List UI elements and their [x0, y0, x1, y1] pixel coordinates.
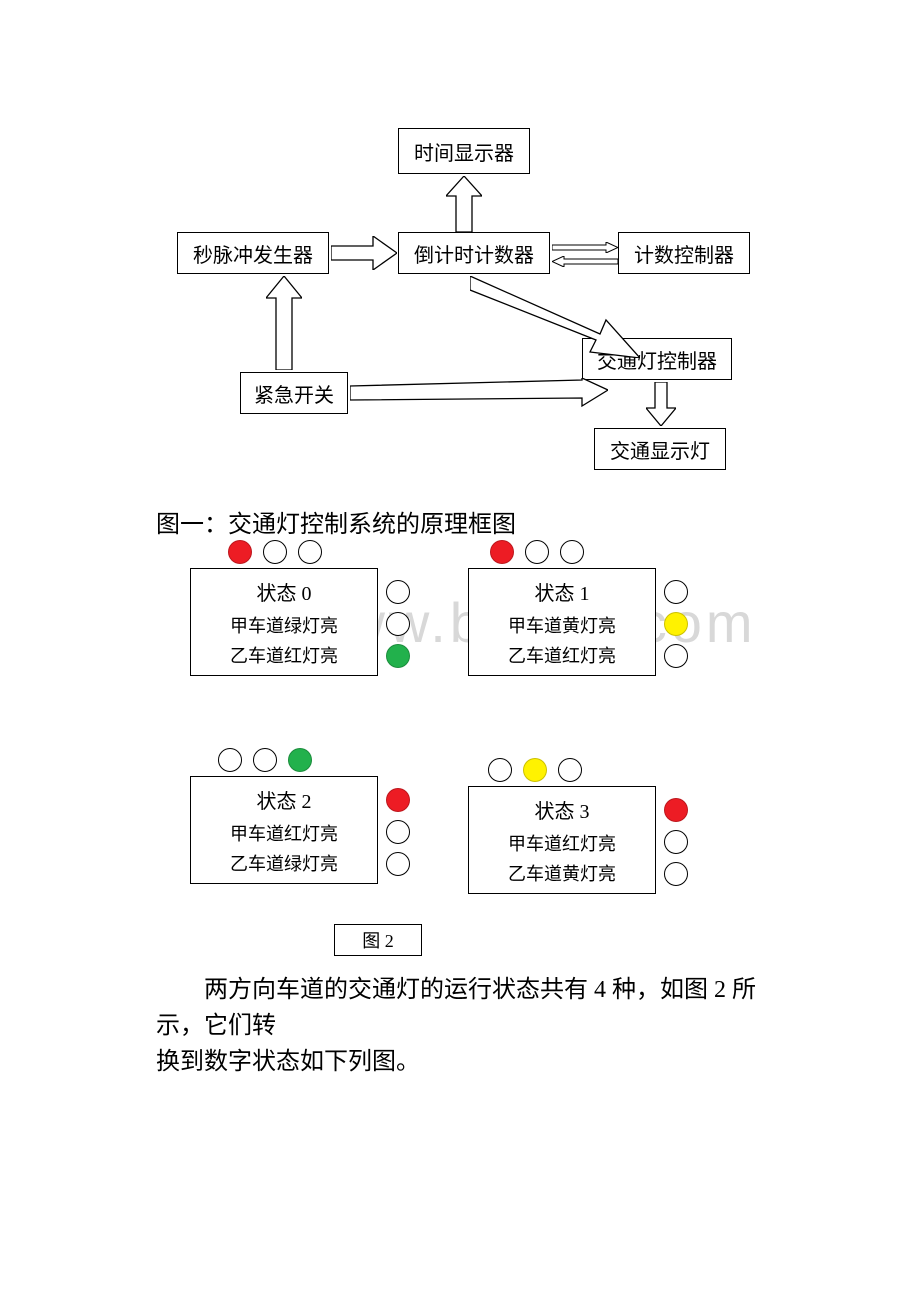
- paragraph-line2: 换到数字状态如下列图。: [156, 1044, 420, 1080]
- state-3-side-off2-icon: [664, 862, 688, 886]
- state-1-line1: 甲车道黄灯亮: [469, 612, 655, 638]
- box-countdown: 倒计时计数器: [398, 232, 550, 274]
- paragraph: 两方向车道的交通灯的运行状态共有 4 种，如图 2 所示，它们转 换到数字状态如…: [156, 972, 786, 1080]
- state-3-top-off1-icon: [488, 758, 512, 782]
- state-2-title: 状态 2: [191, 785, 377, 814]
- figure1-caption: 图一：交通灯控制系统的原理框图: [156, 504, 516, 539]
- box-pulse-gen-label: 秒脉冲发生器: [193, 239, 313, 268]
- box-light-disp-label: 交通显示灯: [610, 435, 710, 464]
- state-3-title: 状态 3: [469, 795, 655, 824]
- arrow-countctrl-to-countdown: [552, 256, 618, 267]
- state-1-top-red-icon: [490, 540, 514, 564]
- box-emergency-label: 紧急开关: [254, 379, 334, 408]
- box-timer-display-label: 时间显示器: [414, 137, 514, 166]
- box-countdown-label: 倒计时计数器: [414, 239, 534, 268]
- box-count-ctrl: 计数控制器: [618, 232, 750, 274]
- arrow-countdown-to-countctrl: [552, 242, 618, 253]
- state-2-side-off2-icon: [386, 852, 410, 876]
- state-0-side-green-icon: [386, 644, 410, 668]
- box-emergency: 紧急开关: [240, 372, 348, 414]
- state-2-side-off1-icon: [386, 820, 410, 844]
- state-2-top-off2-icon: [253, 748, 277, 772]
- arrow-countdown-to-timer: [446, 176, 482, 232]
- figure2-label: 图 2: [362, 927, 394, 953]
- box-timer-display: 时间显示器: [398, 128, 530, 174]
- state-3-top-off2-icon: [558, 758, 582, 782]
- state-0-top-red-icon: [228, 540, 252, 564]
- state-2-top-off1-icon: [218, 748, 242, 772]
- state-1-top-off2-icon: [560, 540, 584, 564]
- state-3-side-off1-icon: [664, 830, 688, 854]
- state-1-box: 状态 1 甲车道黄灯亮 乙车道红灯亮: [468, 568, 656, 676]
- arrow-countdown-to-lightctrl: [470, 276, 640, 358]
- figure2-label-box: 图 2: [334, 924, 422, 956]
- state-2-box: 状态 2 甲车道红灯亮 乙车道绿灯亮: [190, 776, 378, 884]
- state-0-line2: 乙车道红灯亮: [191, 642, 377, 668]
- state-3-side-red-icon: [664, 798, 688, 822]
- arrow-emergency-to-pulse: [266, 276, 302, 370]
- state-2-side-red-icon: [386, 788, 410, 812]
- arrow-pulse-to-countdown: [331, 236, 397, 270]
- state-0-side-off1-icon: [386, 580, 410, 604]
- state-0-top-off1-icon: [263, 540, 287, 564]
- state-2-top-green-icon: [288, 748, 312, 772]
- box-light-disp: 交通显示灯: [594, 428, 726, 470]
- state-1-title: 状态 1: [469, 577, 655, 606]
- state-0-title: 状态 0: [191, 577, 377, 606]
- state-1-side-off1-icon: [664, 580, 688, 604]
- state-3-line1: 甲车道红灯亮: [469, 830, 655, 856]
- arrow-lightctrl-to-lightdisp: [646, 382, 676, 426]
- state-0-top-off2-icon: [298, 540, 322, 564]
- state-0-side-off2-icon: [386, 612, 410, 636]
- state-2-line2: 乙车道绿灯亮: [191, 850, 377, 876]
- box-count-ctrl-label: 计数控制器: [634, 239, 734, 268]
- state-3-box: 状态 3 甲车道红灯亮 乙车道黄灯亮: [468, 786, 656, 894]
- state-3-top-yellow-icon: [523, 758, 547, 782]
- state-0-box: 状态 0 甲车道绿灯亮 乙车道红灯亮: [190, 568, 378, 676]
- state-1-side-yellow-icon: [664, 612, 688, 636]
- box-pulse-gen: 秒脉冲发生器: [177, 232, 329, 274]
- state-2-line1: 甲车道红灯亮: [191, 820, 377, 846]
- state-3-line2: 乙车道黄灯亮: [469, 860, 655, 886]
- arrow-emergency-to-lightctrl: [350, 378, 608, 408]
- paragraph-line1: 两方向车道的交通灯的运行状态共有 4 种，如图 2 所示，它们转: [156, 977, 756, 1039]
- state-1-line2: 乙车道红灯亮: [469, 642, 655, 668]
- state-0-line1: 甲车道绿灯亮: [191, 612, 377, 638]
- state-1-side-off2-icon: [664, 644, 688, 668]
- state-1-top-off1-icon: [525, 540, 549, 564]
